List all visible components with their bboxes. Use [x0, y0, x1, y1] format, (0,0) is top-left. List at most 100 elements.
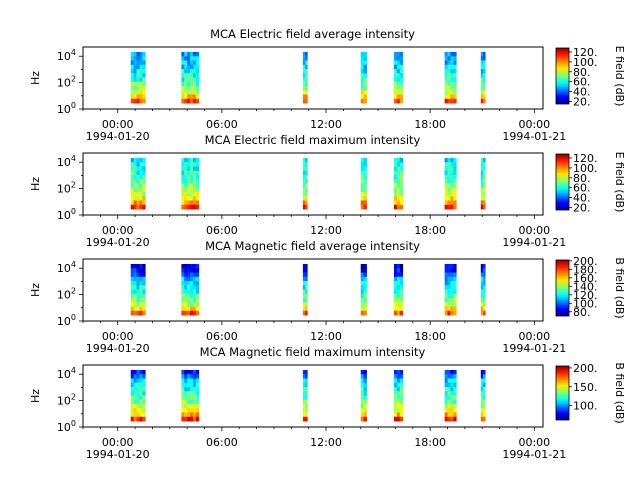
- spectrogram-cell: [447, 382, 451, 388]
- spectrogram-cell: [453, 73, 457, 78]
- spectrogram-cell: [305, 264, 308, 269]
- spectrogram-cell: [302, 162, 306, 167]
- spectrogram-cell: [396, 395, 401, 401]
- spectrogram-cell: [130, 77, 135, 83]
- spectrogram-cell: [184, 310, 188, 316]
- spectrogram-cell: [396, 408, 401, 413]
- spectrogram-cell: [444, 52, 448, 57]
- spectrogram-cell: [453, 98, 457, 104]
- spectrogram-cell: [130, 94, 135, 100]
- spectrogram-cell: [396, 56, 401, 61]
- spectrogram-cell: [133, 200, 137, 206]
- spectrogram-cell: [195, 289, 200, 295]
- spectrogram-cell: [133, 192, 137, 197]
- spectrogram-cell: [190, 86, 194, 91]
- spectrogram-cell: [450, 289, 454, 295]
- spectrogram-cell: [447, 404, 451, 409]
- spectrogram-band: [130, 264, 146, 316]
- spectrogram-cell: [360, 272, 365, 278]
- spectrogram-cell: [480, 298, 484, 303]
- spectrogram-cell: [192, 170, 197, 176]
- spectrogram-cell: [184, 289, 188, 295]
- spectrogram-cell: [190, 268, 194, 273]
- spectrogram-cell: [444, 200, 448, 206]
- y-tick-label: 102: [57, 287, 76, 302]
- spectrogram-cell: [360, 158, 365, 163]
- spectrogram-cell: [139, 293, 143, 299]
- spectrogram-cell: [447, 175, 451, 180]
- spectrogram-cell: [192, 298, 197, 303]
- spectrogram-cell: [305, 98, 308, 104]
- spectrogram-cell: [396, 77, 401, 83]
- spectrogram-cell: [396, 264, 401, 269]
- spectrogram-cell: [360, 175, 365, 180]
- spectrogram-cell: [394, 179, 398, 184]
- spectrogram-cell: [192, 200, 197, 206]
- spectrogram-cell: [187, 175, 191, 180]
- spectrogram-cell: [363, 69, 367, 74]
- spectrogram-cell: [192, 64, 197, 70]
- spectrogram-cell: [139, 52, 143, 57]
- spectrogram-cell: [142, 192, 146, 197]
- spectrogram-cell: [360, 412, 365, 418]
- spectrogram-cell: [363, 192, 367, 197]
- x-tick-label: 06:00: [206, 436, 238, 449]
- spectrogram-cell: [360, 90, 365, 95]
- spectrogram-cell: [190, 56, 194, 61]
- x-date-label: 1994-01-20: [86, 236, 150, 249]
- spectrogram-cell: [444, 98, 448, 104]
- spectrogram-cell: [133, 374, 137, 379]
- spectrogram-cell: [192, 166, 197, 172]
- colorbar: 20.40.60.80.100.120. E field (dB): [555, 152, 626, 215]
- spectrogram-cell: [139, 310, 143, 316]
- spectrogram-cell: [394, 412, 398, 418]
- spectrogram-cell: [187, 264, 191, 269]
- colorbar-tick-label: 100.: [573, 297, 598, 310]
- y-tick-label: 102: [57, 75, 76, 90]
- spectrogram-cell: [396, 404, 401, 409]
- spectrogram-cell: [453, 69, 457, 74]
- spectrogram-cell: [396, 412, 401, 418]
- spectrogram-cell: [482, 404, 486, 409]
- spectrogram-cell: [139, 200, 143, 206]
- spectrogram-cell: [142, 306, 146, 312]
- spectrogram-cell: [195, 378, 200, 384]
- spectrogram-cell: [302, 69, 306, 74]
- spectrogram-cell: [399, 158, 404, 163]
- spectrogram-cell: [139, 298, 143, 303]
- spectrogram-cell: [444, 204, 448, 210]
- spectrogram-cell: [195, 404, 200, 409]
- spectrogram-cell: [192, 374, 197, 379]
- spectrogram-cell: [450, 179, 454, 184]
- spectrogram-cell: [130, 90, 135, 95]
- spectrogram-cell: [480, 302, 484, 307]
- spectrogram-panel-2: MCA Electric field maximum intensity 00:0…: [29, 133, 626, 249]
- spectrogram-cell: [192, 395, 197, 401]
- spectrogram-cell: [142, 69, 146, 74]
- spectrogram-cell: [363, 302, 367, 307]
- spectrogram-cell: [195, 298, 200, 303]
- spectrogram-cell: [136, 183, 140, 189]
- spectrogram-cell: [444, 94, 448, 100]
- spectrogram-cell: [130, 306, 135, 312]
- spectrogram-cell: [195, 412, 200, 418]
- spectrogram-cell: [192, 268, 197, 273]
- spectrogram-cell: [184, 77, 188, 83]
- spectrogram-cell: [302, 399, 306, 405]
- spectrogram-cell: [396, 276, 401, 282]
- spectrogram-cell: [305, 293, 308, 299]
- spectrogram-cell: [181, 166, 185, 172]
- spectrogram-cell: [360, 52, 365, 57]
- spectrogram-cell: [181, 77, 185, 83]
- spectrogram-cell: [447, 90, 451, 95]
- spectrogram-cell: [399, 81, 404, 87]
- spectrogram-cell: [396, 179, 401, 184]
- spectrogram-cell: [130, 378, 135, 384]
- spectrogram-cell: [187, 404, 191, 409]
- spectrogram-cell: [190, 158, 194, 163]
- spectrogram-cell: [187, 204, 191, 210]
- spectrogram-cell: [195, 395, 200, 401]
- spectrogram-cell: [394, 77, 398, 83]
- spectrogram-band: [480, 158, 486, 210]
- spectrogram-cell: [399, 166, 404, 172]
